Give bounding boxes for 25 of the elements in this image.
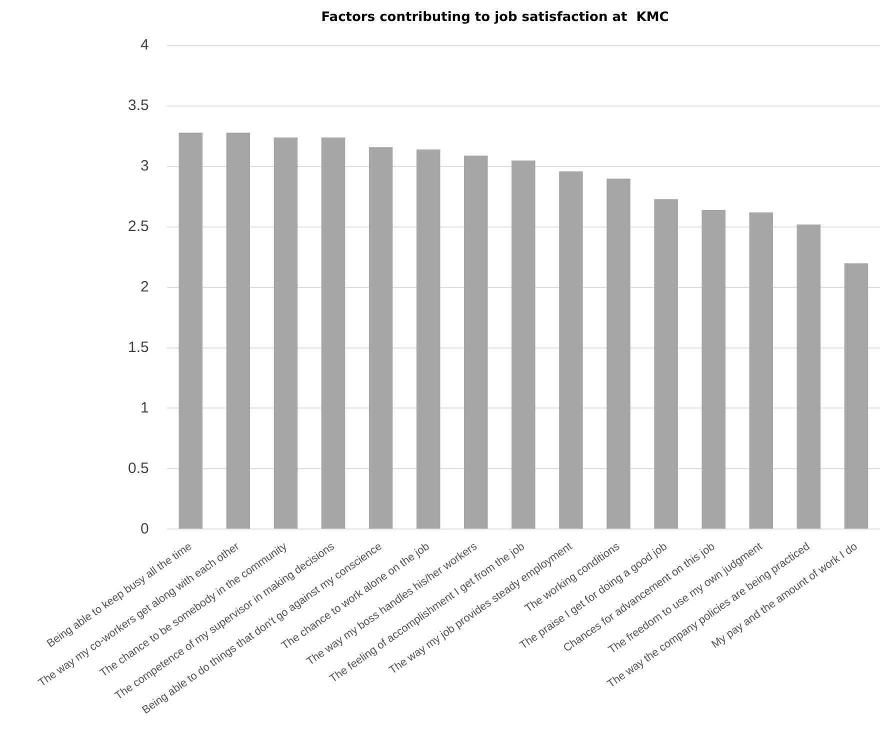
bar xyxy=(702,210,726,529)
bar xyxy=(844,263,868,529)
y-tick-label: 3 xyxy=(140,158,149,175)
y-tick-label: 0.5 xyxy=(128,460,149,477)
bar xyxy=(606,178,630,529)
y-tick-label: 4 xyxy=(140,36,149,54)
bar xyxy=(274,137,298,529)
bar xyxy=(749,212,774,529)
bar xyxy=(226,132,250,529)
bar xyxy=(654,199,678,529)
bar xyxy=(416,150,440,529)
y-tick-label: 2.5 xyxy=(128,218,149,236)
y-tick-label: 2 xyxy=(140,278,149,296)
bar xyxy=(559,171,583,529)
y-tick-label: 1 xyxy=(140,399,149,416)
bar xyxy=(178,132,203,529)
y-tick-label: 3.5 xyxy=(128,97,149,114)
chart-title: Factors contributing to job satisfaction at KMC xyxy=(321,10,669,26)
bar xyxy=(368,147,393,529)
y-tick-label: 1.5 xyxy=(128,338,149,356)
y-tick-label: 0 xyxy=(140,520,149,538)
bar xyxy=(321,137,346,529)
bar xyxy=(464,156,488,529)
bar xyxy=(512,160,536,529)
bar xyxy=(796,224,821,529)
